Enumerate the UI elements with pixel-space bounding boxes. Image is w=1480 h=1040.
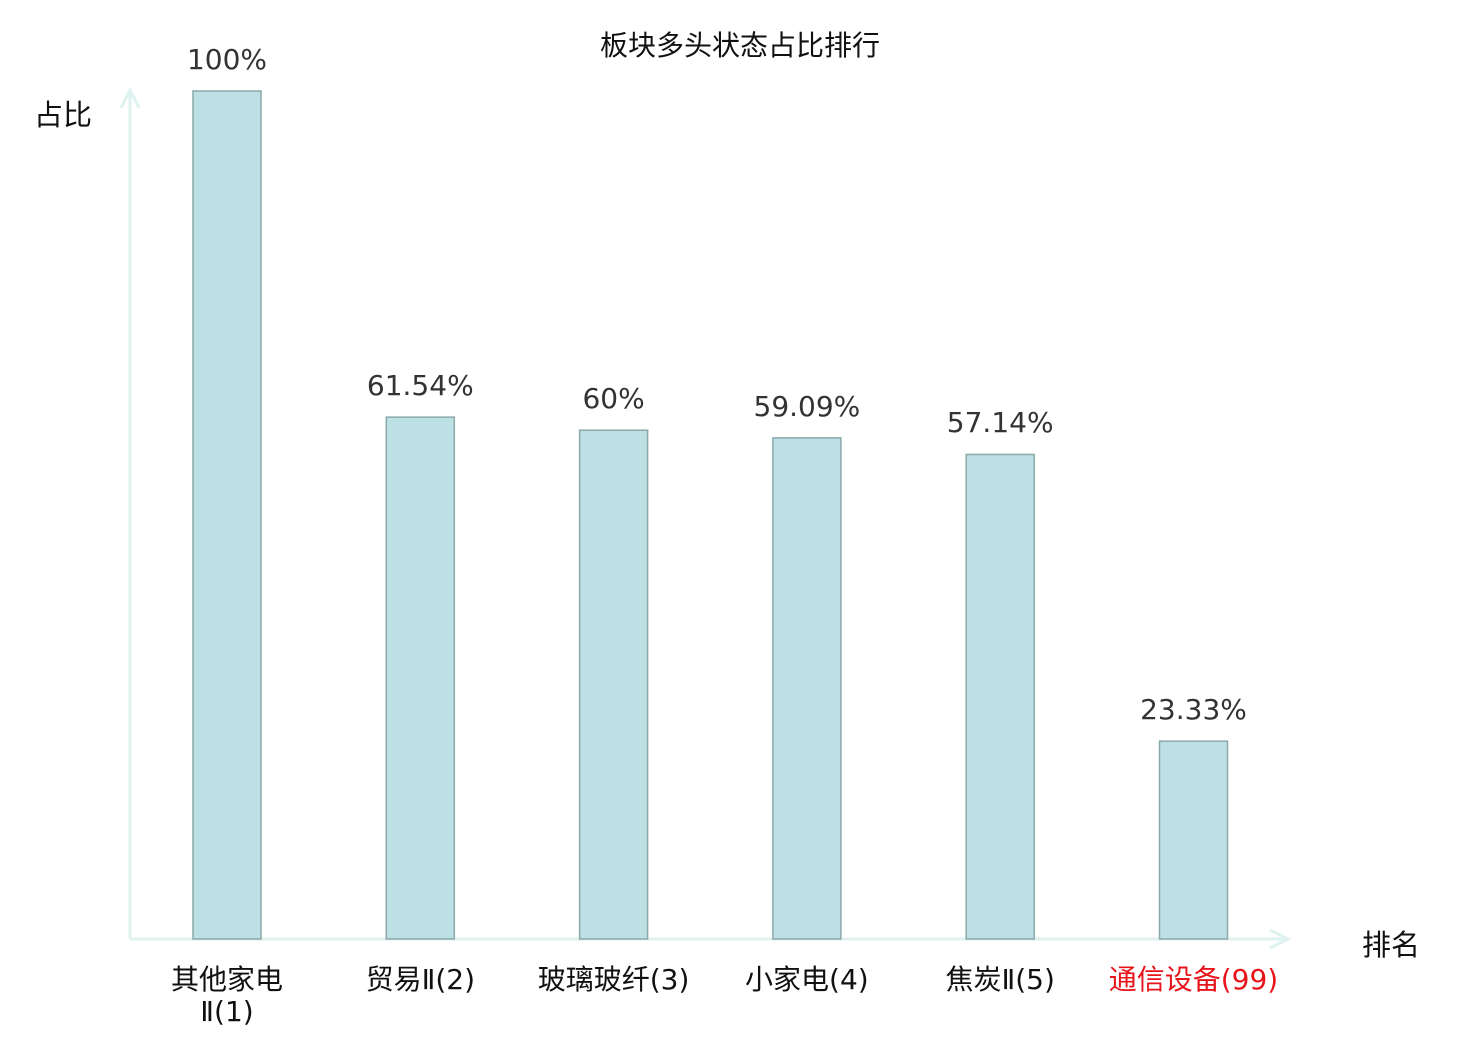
chart-title: 板块多头状态占比排行 <box>599 29 880 62</box>
data-label: 59.09% <box>753 389 861 423</box>
x-tick-label: 贸易Ⅱ(2) <box>365 963 476 996</box>
bar <box>578 429 649 940</box>
x-tick-label: 通信设备(99) <box>1108 963 1279 996</box>
data-label: 100% <box>186 43 268 76</box>
data-label: 60% <box>582 382 645 416</box>
data-label: 23.33% <box>1140 693 1247 727</box>
bar <box>772 437 842 940</box>
bar <box>1158 740 1229 940</box>
y-axis-label: 占比 <box>34 98 93 132</box>
x-tick-label: 其他家电Ⅱ(1) <box>170 963 283 1028</box>
x-tick-label: 玻璃玻纤(3) <box>537 963 690 996</box>
bar <box>965 453 1035 940</box>
bar <box>385 416 456 940</box>
x-axis-label: 排名 <box>1362 928 1421 962</box>
data-label: 61.54% <box>366 369 474 403</box>
x-tick-label: 小家电(4) <box>745 963 869 996</box>
y-axis-arrow-icon <box>119 86 141 109</box>
bar <box>192 90 262 940</box>
data-label: 57.14% <box>946 406 1054 440</box>
x-axis-arrow-icon <box>1269 928 1292 950</box>
x-tick-label: 焦炭Ⅱ(5) <box>945 963 1055 996</box>
